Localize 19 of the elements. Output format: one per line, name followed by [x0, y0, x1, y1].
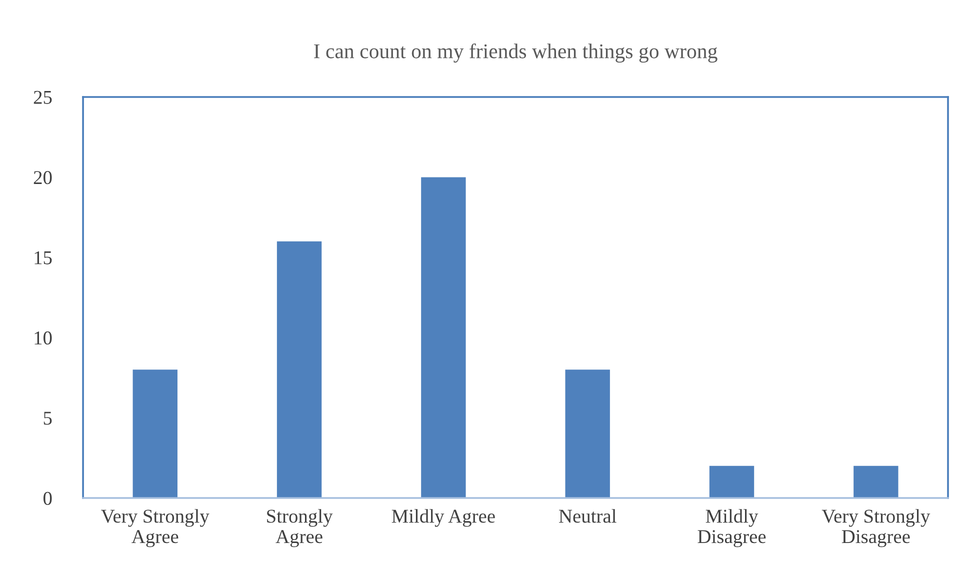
x-tick-label: Mildly Disagree [698, 509, 766, 548]
chart-title: I can count on my friends when things go wrong [314, 43, 718, 63]
y-tick-label: 20 [34, 171, 52, 184]
y-tick-label: 0 [44, 492, 52, 505]
y-tick-label: 5 [44, 412, 52, 425]
bar [132, 370, 178, 498]
x-tick-label: Mildly Agree [392, 509, 495, 527]
x-tick-label: Very Strongly Agree [101, 509, 210, 548]
x-tick-label: Very Strongly Disagree [822, 509, 930, 548]
bar [565, 370, 610, 498]
y-tick-label: 15 [34, 251, 52, 264]
x-tick-label: Strongly Agree [267, 509, 333, 548]
bar [709, 466, 754, 498]
bar [421, 177, 466, 498]
x-tick-label: Neutral [559, 509, 616, 523]
bar [276, 241, 322, 498]
y-tick-label: 25 [34, 90, 52, 104]
y-tick-label: 10 [34, 331, 52, 345]
bar [854, 466, 898, 498]
